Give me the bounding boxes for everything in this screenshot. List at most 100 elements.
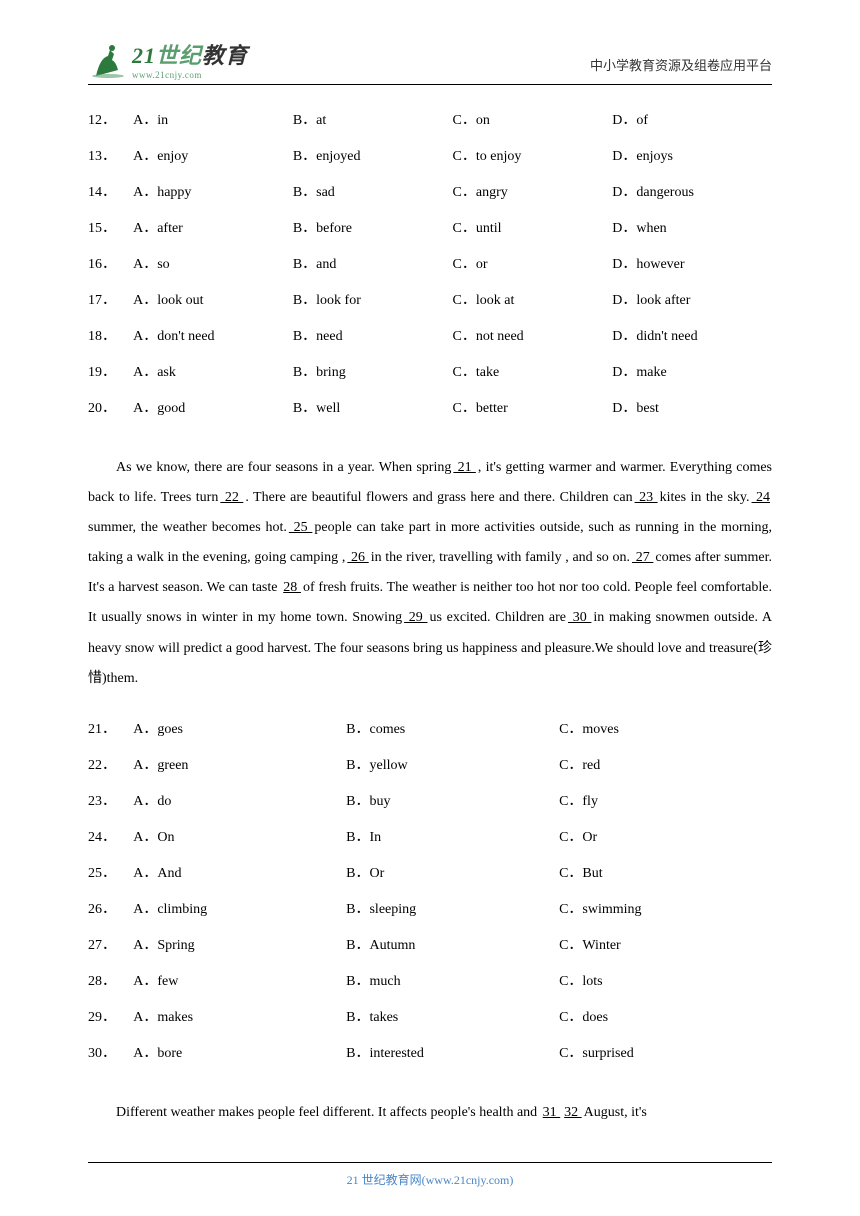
- option: B．In: [346, 826, 559, 846]
- option: A．so: [133, 253, 293, 273]
- question-row: 26． A．climbing B．sleeping C．swimming: [88, 898, 772, 918]
- option: C．to enjoy: [453, 145, 613, 165]
- question-number: 25．: [88, 862, 133, 882]
- option: B．comes: [346, 718, 559, 738]
- option: C．surprised: [559, 1042, 772, 1062]
- passage-text: Different weather makes people feel diff…: [116, 1105, 541, 1120]
- option: B．well: [293, 397, 453, 417]
- option: C．Winter: [559, 934, 772, 954]
- question-number: 28．: [88, 970, 133, 990]
- question-number: 18．: [88, 325, 133, 345]
- logo-icon: [88, 38, 130, 80]
- option: C．moves: [559, 718, 772, 738]
- option: B．sleeping: [346, 898, 559, 918]
- header-subtitle: 中小学教育资源及组卷应用平台: [590, 55, 772, 80]
- option: B．interested: [346, 1042, 559, 1062]
- question-row: 29． A．makes B．takes C．does: [88, 1006, 772, 1026]
- question-number: 22．: [88, 754, 133, 774]
- option: D．when: [612, 217, 772, 237]
- question-number: 27．: [88, 934, 133, 954]
- question-row: 24． A．On B．In C．Or: [88, 826, 772, 846]
- option: B．bring: [293, 361, 453, 381]
- option: B．much: [346, 970, 559, 990]
- blank-32: 32: [562, 1105, 584, 1120]
- question-number: 16．: [88, 253, 133, 273]
- option: A．ask: [133, 361, 293, 381]
- passage-text: us excited. Children are: [429, 610, 566, 625]
- option: C．or: [453, 253, 613, 273]
- logo: 21世纪教育 www.21cnjy.com: [88, 38, 248, 80]
- question-number: 13．: [88, 145, 133, 165]
- logo-jiaoyu: 教育: [202, 43, 248, 68]
- option: C．fly: [559, 790, 772, 810]
- option: D．enjoys: [612, 145, 772, 165]
- question-number: 20．: [88, 397, 133, 417]
- option: B．and: [293, 253, 453, 273]
- option: A．makes: [133, 1006, 346, 1026]
- question-row: 22． A．green B．yellow C．red: [88, 754, 772, 774]
- question-row: 17． A．look out B．look for C．look at D．lo…: [88, 289, 772, 309]
- option: B．Or: [346, 862, 559, 882]
- option: D．look after: [612, 289, 772, 309]
- question-row: 19． A．ask B．bring C．take D．make: [88, 361, 772, 381]
- option: D．of: [612, 109, 772, 129]
- option: C．take: [453, 361, 613, 381]
- option: A．few: [133, 970, 346, 990]
- option: A．after: [133, 217, 293, 237]
- blank-22: 22: [218, 490, 245, 505]
- option: D．didn't need: [612, 325, 772, 345]
- option: C．not need: [453, 325, 613, 345]
- page-header: 21世纪教育 www.21cnjy.com 中小学教育资源及组卷应用平台: [88, 0, 772, 85]
- blank-23: 23: [633, 490, 660, 505]
- question-number: 30．: [88, 1042, 133, 1062]
- passage-text: August, it's: [584, 1105, 647, 1120]
- option: A．Spring: [133, 934, 346, 954]
- question-number: 15．: [88, 217, 133, 237]
- option: B．sad: [293, 181, 453, 201]
- question-row: 23． A．do B．buy C．fly: [88, 790, 772, 810]
- blank-30: 30: [566, 610, 593, 625]
- passage-text: summer, the weather becomes hot.: [88, 520, 287, 535]
- passage-text: As we know, there are four seasons in a …: [116, 460, 451, 475]
- question-number: 29．: [88, 1006, 133, 1026]
- blank-28: 28: [281, 580, 303, 595]
- question-number: 23．: [88, 790, 133, 810]
- option: C．lots: [559, 970, 772, 990]
- passage-1: As we know, there are four seasons in a …: [88, 453, 772, 694]
- option: B．takes: [346, 1006, 559, 1026]
- option: A．look out: [133, 289, 293, 309]
- option: A．in: [133, 109, 293, 129]
- question-number: 17．: [88, 289, 133, 309]
- footer-text: 21 世纪教育网(www.21cnjy.com): [347, 1173, 514, 1187]
- option: B．need: [293, 325, 453, 345]
- question-number: 26．: [88, 898, 133, 918]
- question-row: 15． A．after B．before C．until D．when: [88, 217, 772, 237]
- passage-text: kites in the sky.: [660, 490, 750, 505]
- option: D．however: [612, 253, 772, 273]
- question-row: 16． A．so B．and C．or D．however: [88, 253, 772, 273]
- option: A．good: [133, 397, 293, 417]
- option: B．look for: [293, 289, 453, 309]
- question-number: 14．: [88, 181, 133, 201]
- question-number: 24．: [88, 826, 133, 846]
- option: C．angry: [453, 181, 613, 201]
- option: B．Autumn: [346, 934, 559, 954]
- questions-block-2: 21． A．goes B．comes C．moves 22． A．green B…: [88, 718, 772, 1062]
- question-number: 21．: [88, 718, 133, 738]
- blank-24: 24: [750, 490, 773, 505]
- option: B．buy: [346, 790, 559, 810]
- logo-21: 21: [132, 43, 156, 68]
- option: A．happy: [133, 181, 293, 201]
- option: B．at: [293, 109, 453, 129]
- option: B．enjoyed: [293, 145, 453, 165]
- passage-2: Different weather makes people feel diff…: [88, 1098, 772, 1128]
- question-row: 14． A．happy B．sad C．angry D．dangerous: [88, 181, 772, 201]
- option: D．best: [612, 397, 772, 417]
- option: A．bore: [133, 1042, 346, 1062]
- blank-21: 21: [451, 460, 477, 475]
- question-row: 28． A．few B．much C．lots: [88, 970, 772, 990]
- option: A．do: [133, 790, 346, 810]
- option: C．look at: [453, 289, 613, 309]
- option: C．does: [559, 1006, 772, 1026]
- option: A．climbing: [133, 898, 346, 918]
